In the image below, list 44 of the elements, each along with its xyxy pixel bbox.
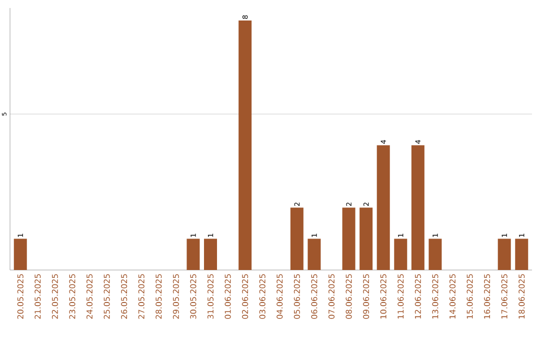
x-tick-label: 13.06.2025: [432, 274, 438, 318]
x-tick-label: 02.06.2025: [242, 274, 248, 319]
x-tick-label: 23.05.2025: [69, 274, 76, 319]
x-tick-label: 11.06.2025: [398, 274, 404, 318]
bar: [394, 238, 408, 270]
x-tick-label: 31.05.2025: [207, 274, 214, 319]
bar: [411, 145, 424, 270]
x-tick-label: 03.06.2025: [259, 274, 266, 319]
bar: [290, 208, 304, 270]
bar: [498, 238, 511, 270]
x-tick-label: 14.06.2025: [449, 274, 456, 318]
x-tick-label: 17.06.2025: [501, 274, 508, 318]
bar: [204, 238, 218, 270]
x-tick-label: 07.06.2025: [328, 274, 335, 319]
bar: [308, 238, 321, 270]
bar: [376, 145, 390, 270]
x-tick-label: 04.06.2025: [276, 274, 283, 319]
x-tick-label: 15.06.2025: [466, 274, 473, 318]
x-tick-label: 06.06.2025: [311, 274, 318, 319]
x-tick-label: 12.06.2025: [414, 274, 421, 318]
x-tick-label: 09.06.2025: [363, 274, 370, 319]
x-tick-label: 01.06.2025: [224, 274, 231, 319]
bar: [360, 208, 373, 270]
x-tick-label: 30.05.2025: [190, 274, 196, 319]
bar: [238, 20, 252, 270]
x-tick-label: 28.05.2025: [156, 274, 162, 319]
bar: [428, 238, 442, 270]
x-tick-label: 08.06.2025: [346, 274, 352, 319]
x-tick-label: 10.06.2025: [380, 274, 386, 318]
bar: [14, 238, 27, 270]
x-tick-label: 22.05.2025: [52, 274, 58, 319]
bar: [515, 238, 528, 270]
x-tick-label: 16.06.2025: [484, 274, 490, 318]
x-tick-label: 26.05.2025: [121, 274, 128, 319]
bar: [186, 238, 200, 270]
x-tick-label: 25.05.2025: [104, 274, 110, 319]
x-tick-label: 29.05.2025: [172, 274, 179, 319]
x-tick-label: 18.06.2025: [518, 274, 525, 318]
x-tick-label: 27.05.2025: [138, 274, 144, 319]
x-tick-label: 24.05.2025: [86, 274, 93, 319]
bar: [342, 208, 356, 270]
x-tick-label: 05.06.2025: [294, 274, 300, 319]
x-tick-label: 21.05.2025: [34, 274, 41, 319]
x-tick-label: 20.05.2025: [17, 274, 24, 319]
